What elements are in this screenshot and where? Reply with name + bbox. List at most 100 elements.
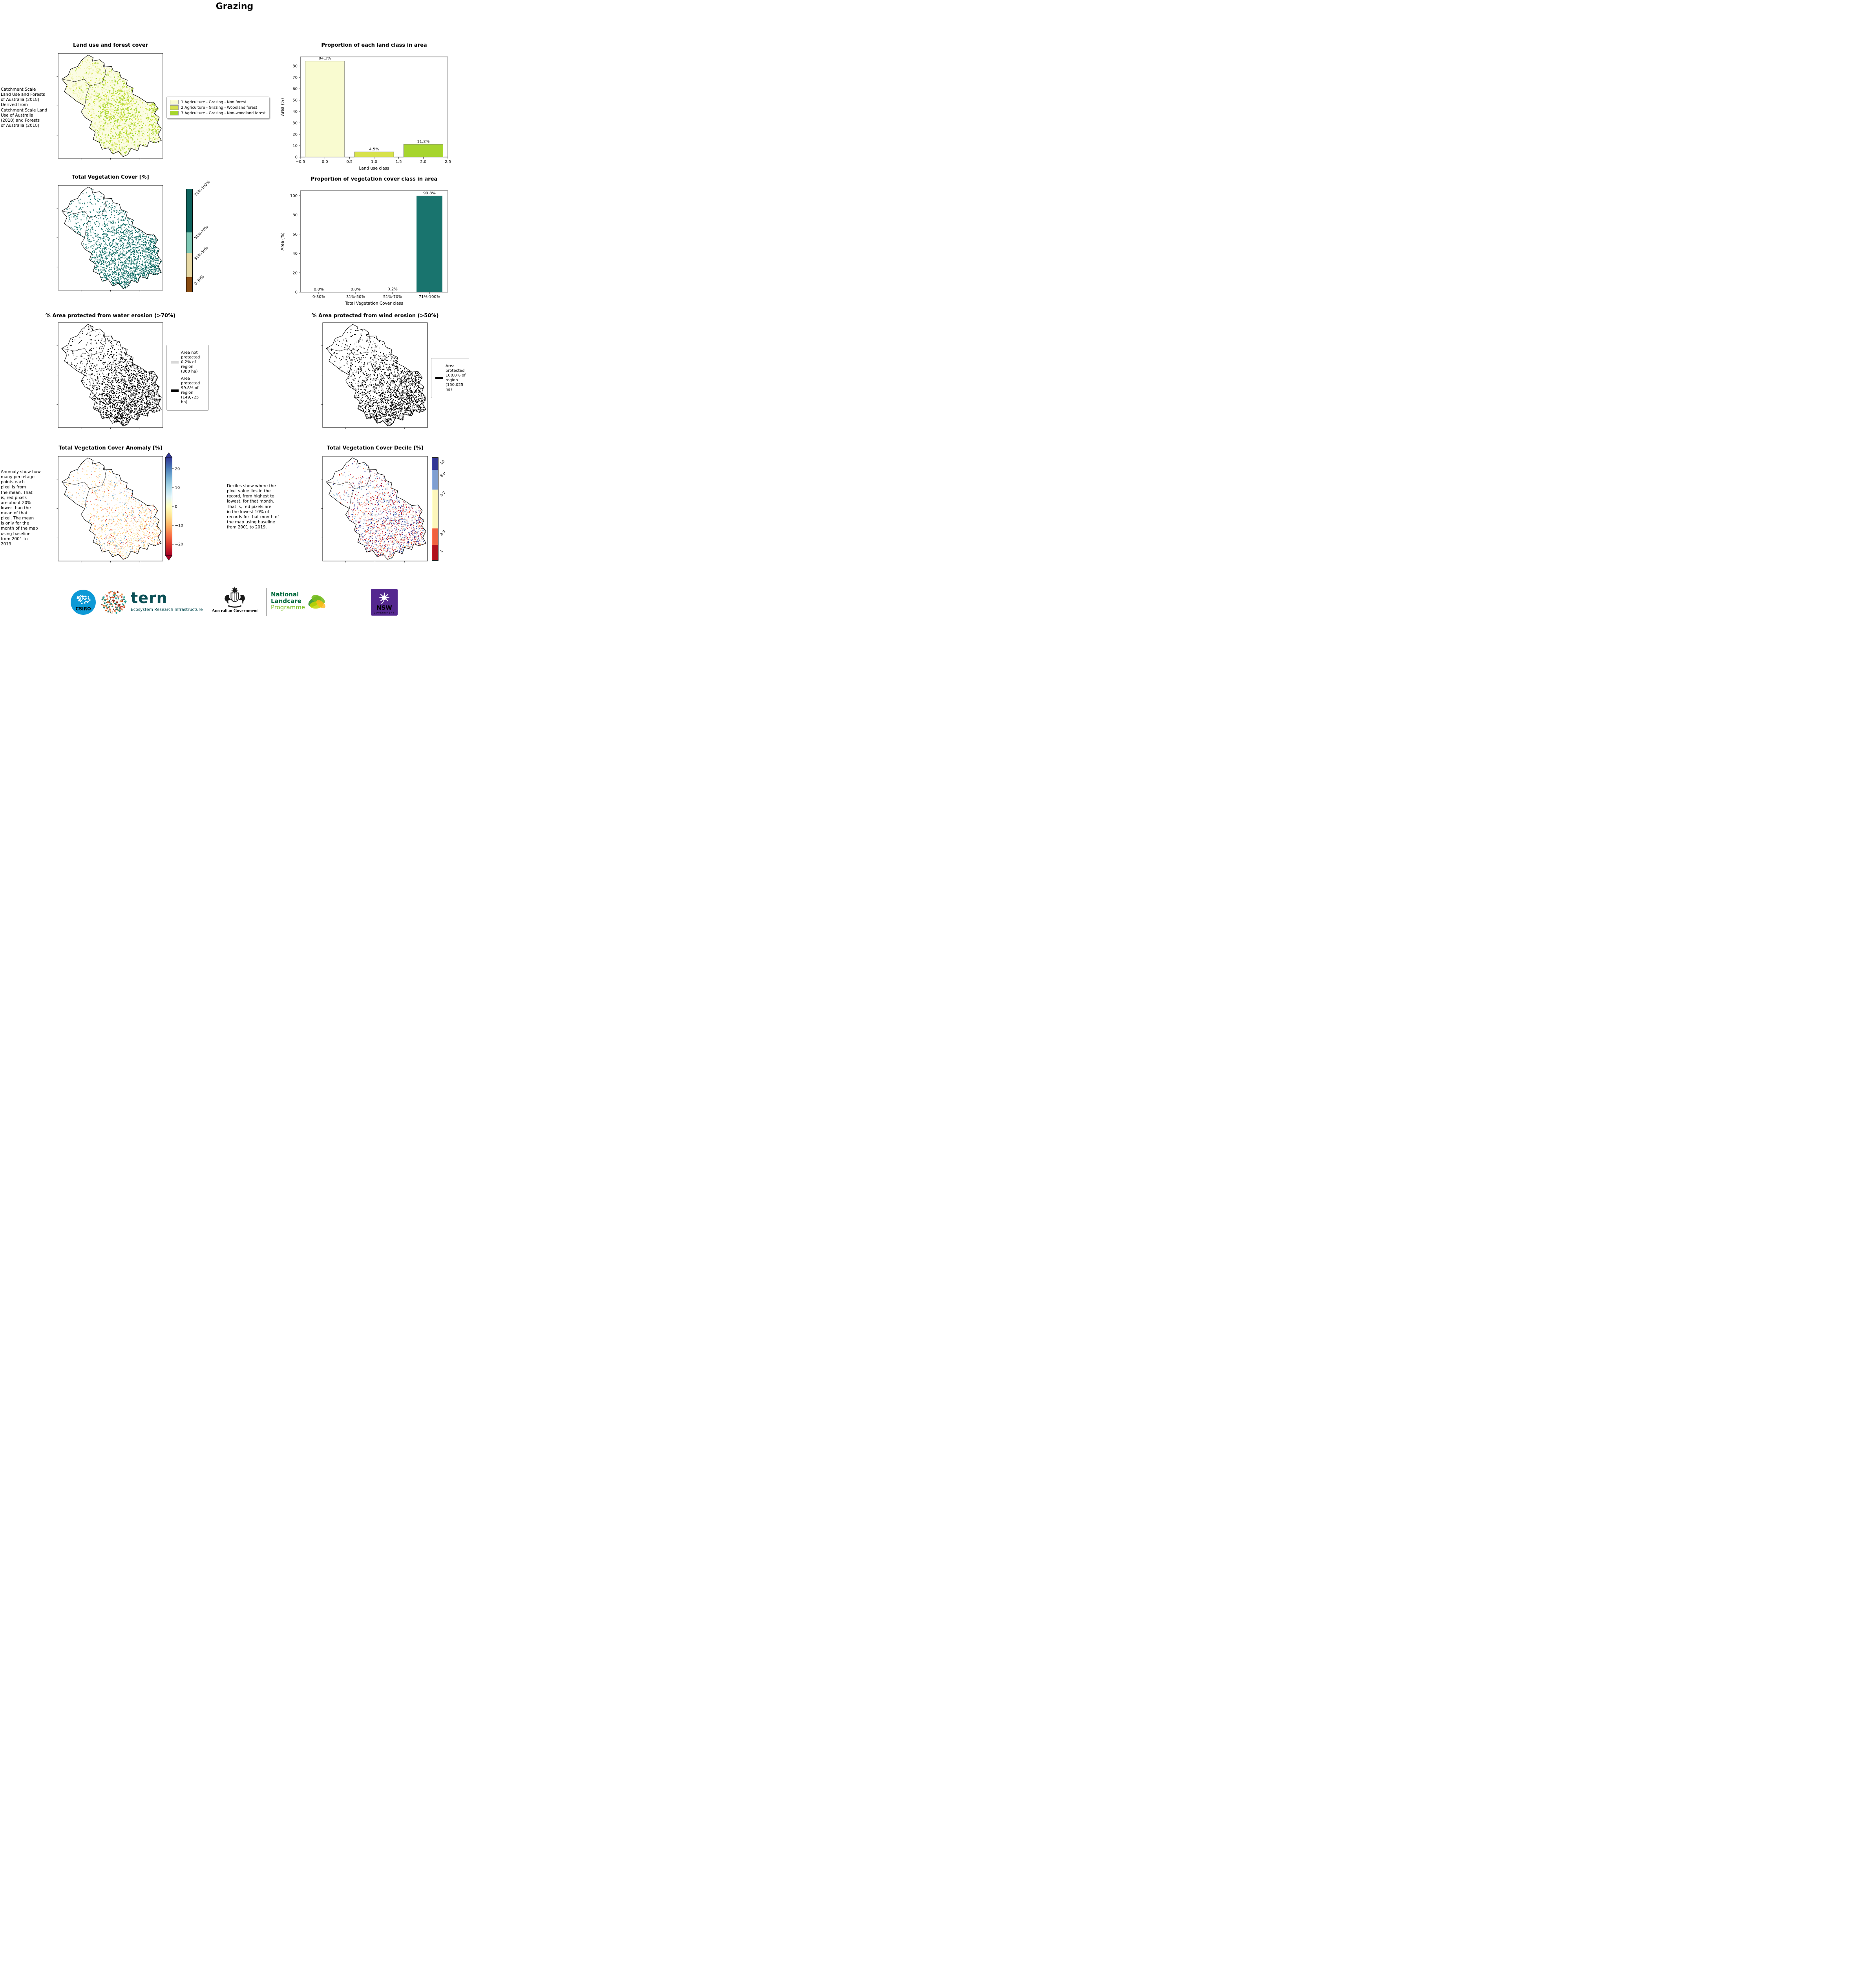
art-dot [118,604,120,606]
land-class-chart-title: Proportion of each land class in area [321,42,427,48]
csiro-dot [88,596,90,598]
legend-item: Area protected 99.8% of region (149,725 … [171,377,205,405]
legend-label: Area protected 99.8% of region (149,725 … [181,377,200,404]
art-dot [118,591,120,593]
csiro-dot [88,598,90,600]
csiro-dot [86,601,88,602]
y-axis-label: Area (%) [280,232,285,250]
art-dot [106,599,107,600]
art-dot [112,612,113,614]
art-dot [104,602,106,604]
art-dot [103,601,104,602]
y-tick-label: 50 [292,99,298,103]
art-dot [121,593,123,596]
sub-catchment-boundary [62,481,90,509]
bar-value-label: 0.2% [387,287,397,292]
y-tick-label: 60 [292,232,298,237]
nsw-government-label: GOVERNMENT [374,612,395,614]
art-dot [111,597,113,598]
decile-note: Deciles show where the pixel value lies … [227,484,279,530]
art-dot [117,604,119,605]
art-dot [108,592,109,593]
art-dot [115,606,116,608]
catchment-fill [62,187,161,289]
land-use-map-title: Land use and forest cover [73,42,148,48]
art-dot [113,597,115,599]
art-dot [124,602,126,603]
art-dot [108,605,110,607]
art-dot [122,609,123,610]
tern-wordmark: tern [131,589,168,607]
art-dot [107,609,109,610]
nsw-square [371,589,398,616]
nsw-wordmark: NSW [376,604,392,611]
art-dot [117,607,118,608]
decile-colorbar: 10 8-9 4-7 2-3 1 [432,457,469,561]
art-dot [117,591,119,593]
veg-class-chart-title: Proportion of vegetation cover class in … [311,176,438,182]
x-tick-label: 2.0 [420,160,426,164]
water-erosion-map-title: % Area protected from water erosion (>70… [45,313,176,319]
chart-frame [300,190,448,292]
y-tick-label: 20 [292,271,298,275]
nsw-government-logo: NSW GOVERNMENT [371,589,398,616]
art-dot [107,611,109,613]
art-dot [117,602,118,603]
art-dot [103,607,105,609]
bar-value-label: 0.0% [314,287,323,292]
colorbar-segment [432,489,438,529]
art-dot [110,597,111,599]
art-dot [112,593,114,595]
landcare-leaves-icon [308,595,325,609]
art-dot [122,603,123,604]
y-tick-label: 80 [292,64,298,69]
colorbar-label: 31%-50% [194,245,210,261]
art-dot [115,603,117,605]
bar-value-label: 11.2% [417,140,429,144]
csiro-dot [86,598,87,599]
art-dot [117,595,118,597]
art-dot [110,591,112,592]
water-erosion-map [57,322,163,429]
colorbar-label: 8-9 [439,471,447,478]
art-dot [116,602,117,603]
legend-label: 2 Agriculture - Grazing - Woodland fores… [181,105,258,110]
land-use-map [57,53,163,160]
x-tick-label: 31%-50% [346,295,365,299]
legend-swatch [171,361,179,364]
art-dot [115,612,117,614]
landcare-leaves [308,595,325,609]
art-dot [112,590,113,592]
landcare-logo: National Landcare Programme [271,591,305,611]
csiro-dot [84,598,86,601]
x-tick-label: 0.5 [346,160,353,164]
veg-cover-map [57,185,163,292]
y-axis-label: Area (%) [280,98,285,116]
csiro-dot [84,602,86,604]
sub-catchment-boundary [326,481,354,509]
x-axis-label: Land use class [359,166,389,171]
colorbar-label: 4-7 [439,490,447,498]
page-title: Grazing [216,2,254,11]
art-dot [109,607,110,609]
art-dot [119,606,122,608]
csiro-dot [80,601,81,602]
legend-swatch [170,105,179,110]
art-dot [114,603,116,605]
y-tick-label: 40 [292,252,298,256]
catchment-fill [62,458,161,559]
bar [403,144,443,157]
csiro-circle [71,590,96,615]
art-dot [113,600,115,602]
colorbar-segment [432,545,438,560]
y-tick-label: 80 [292,213,298,218]
art-dot [113,594,115,596]
x-tick-label: 1.0 [371,160,377,164]
land-use-source-note: Catchment Scale Land Use and Forests of … [1,87,47,128]
legend-swatch [170,100,179,104]
art-dot [114,610,115,611]
csiro-dot [81,603,83,604]
legend-item: 1 Agriculture - Grazing - Non forest [170,100,266,104]
catchment-fill [326,458,426,559]
